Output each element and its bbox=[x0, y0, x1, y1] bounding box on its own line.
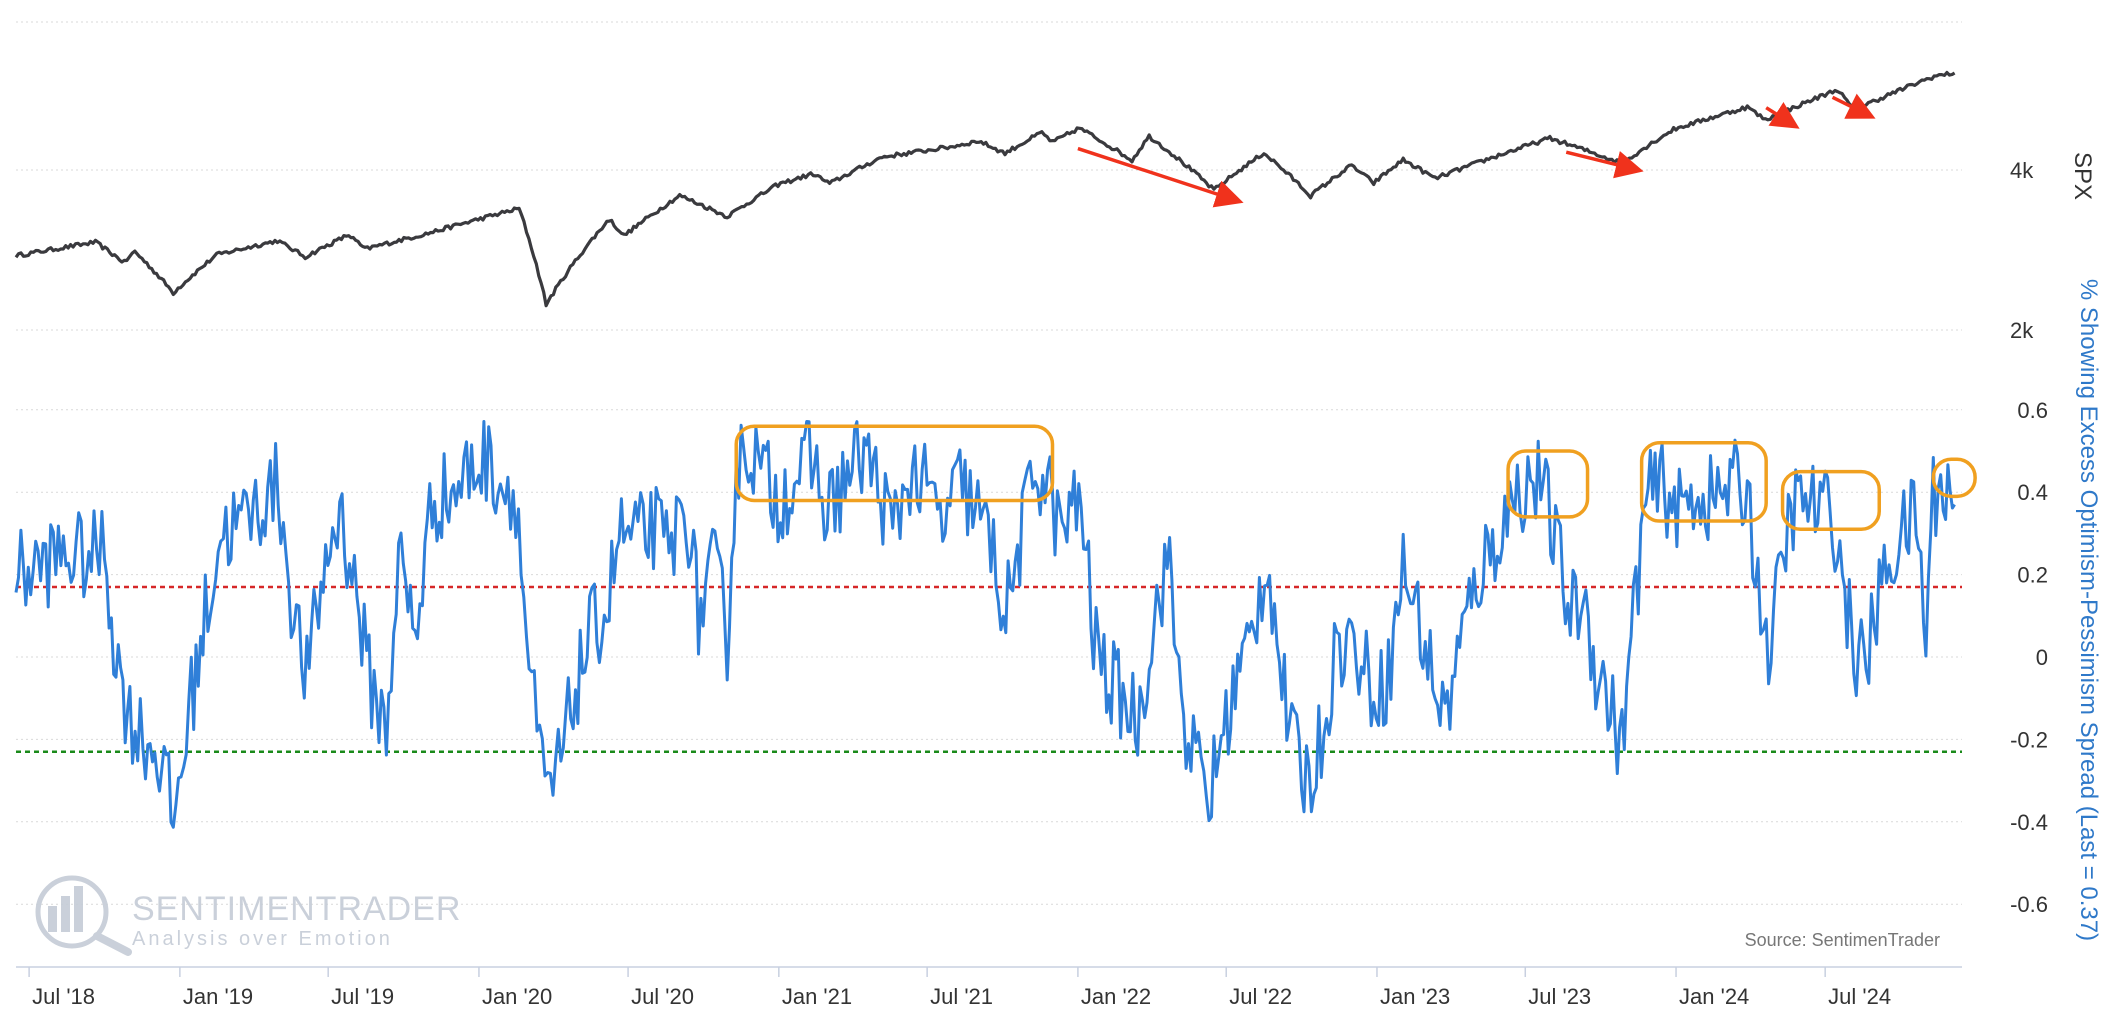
annotations bbox=[734, 93, 1977, 532]
spread-axis-label: % Showing Excess Optimism-Pessimism Spre… bbox=[2075, 279, 2102, 941]
highlight-box bbox=[1780, 469, 1881, 532]
source-note: Source: SentimenTrader bbox=[1745, 930, 1940, 950]
x-tick-label: Jul '19 bbox=[331, 984, 394, 1009]
x-tick-label: Jan '23 bbox=[1380, 984, 1450, 1009]
spx-line bbox=[14, 70, 1956, 308]
watermark-logo-bar bbox=[48, 906, 57, 932]
grid-lines bbox=[16, 21, 1962, 905]
spread-y-tick-label: 0.6 bbox=[2017, 398, 2048, 423]
decline-arrow bbox=[1831, 93, 1876, 119]
x-tick-label: Jul '21 bbox=[930, 984, 993, 1009]
spread-y-tick-label: 0 bbox=[2036, 645, 2048, 670]
watermark-logo-handle bbox=[93, 932, 132, 956]
spread-y-tick-label: -0.2 bbox=[2010, 727, 2048, 752]
watermark-logo-bar bbox=[61, 896, 70, 932]
reference-lines bbox=[16, 585, 1962, 754]
watermark-logo-icon bbox=[35, 875, 109, 949]
decline-arrow bbox=[1765, 101, 1800, 129]
x-tick-label: Jan '20 bbox=[482, 984, 552, 1009]
spx-y-tick-label: 2k bbox=[2010, 318, 2034, 343]
spx-y-tick-label: 4k bbox=[2010, 158, 2034, 183]
x-tick-label: Jan '21 bbox=[782, 984, 852, 1009]
x-tick-label: Jan '24 bbox=[1679, 984, 1749, 1009]
highlight-box bbox=[734, 424, 1055, 503]
watermark-subtitle: Analysis over Emotion bbox=[132, 928, 393, 950]
highlight-box bbox=[1506, 449, 1590, 519]
highlight-box bbox=[1639, 441, 1768, 523]
spread-line bbox=[14, 420, 1956, 829]
highlight-box bbox=[1931, 457, 1977, 499]
x-tick-label: Jul '20 bbox=[631, 984, 694, 1009]
watermark-title: SENTIMENTRADER bbox=[132, 890, 461, 928]
x-tick-label: Jan '19 bbox=[183, 984, 253, 1009]
spread-y-tick-label: 0.2 bbox=[2017, 563, 2048, 588]
x-tick-label: Jul '24 bbox=[1828, 984, 1891, 1009]
spread-y-tick-label: 0.4 bbox=[2017, 480, 2048, 505]
spread-y-tick-label: -0.6 bbox=[2010, 892, 2048, 917]
x-tick-label: Jul '18 bbox=[32, 984, 95, 1009]
spx-axis-label: SPX bbox=[2069, 152, 2096, 200]
spx-series bbox=[14, 70, 1956, 308]
spread-y-tick-label: -0.4 bbox=[2010, 810, 2048, 835]
watermark-logo-bar bbox=[74, 886, 83, 932]
y-axes: 2k 4k 0.6 0.4 0.2 0 -0.2 -0.4 -0.6 bbox=[2010, 158, 2048, 917]
x-tick-label: Jan '22 bbox=[1081, 984, 1151, 1009]
decline-arrow bbox=[1077, 146, 1244, 208]
decline-arrow bbox=[1565, 150, 1644, 179]
x-tick-label: Jul '23 bbox=[1528, 984, 1591, 1009]
x-tick-label: Jul '22 bbox=[1229, 984, 1292, 1009]
spread-series bbox=[14, 420, 1956, 829]
x-axis: Jul '18 Jan '19 Jul '19 Jan '20 Jul '20 Jan '… bbox=[16, 966, 1962, 1009]
watermark: SENTIMENTRADER Analysis over Emotion bbox=[35, 875, 461, 956]
